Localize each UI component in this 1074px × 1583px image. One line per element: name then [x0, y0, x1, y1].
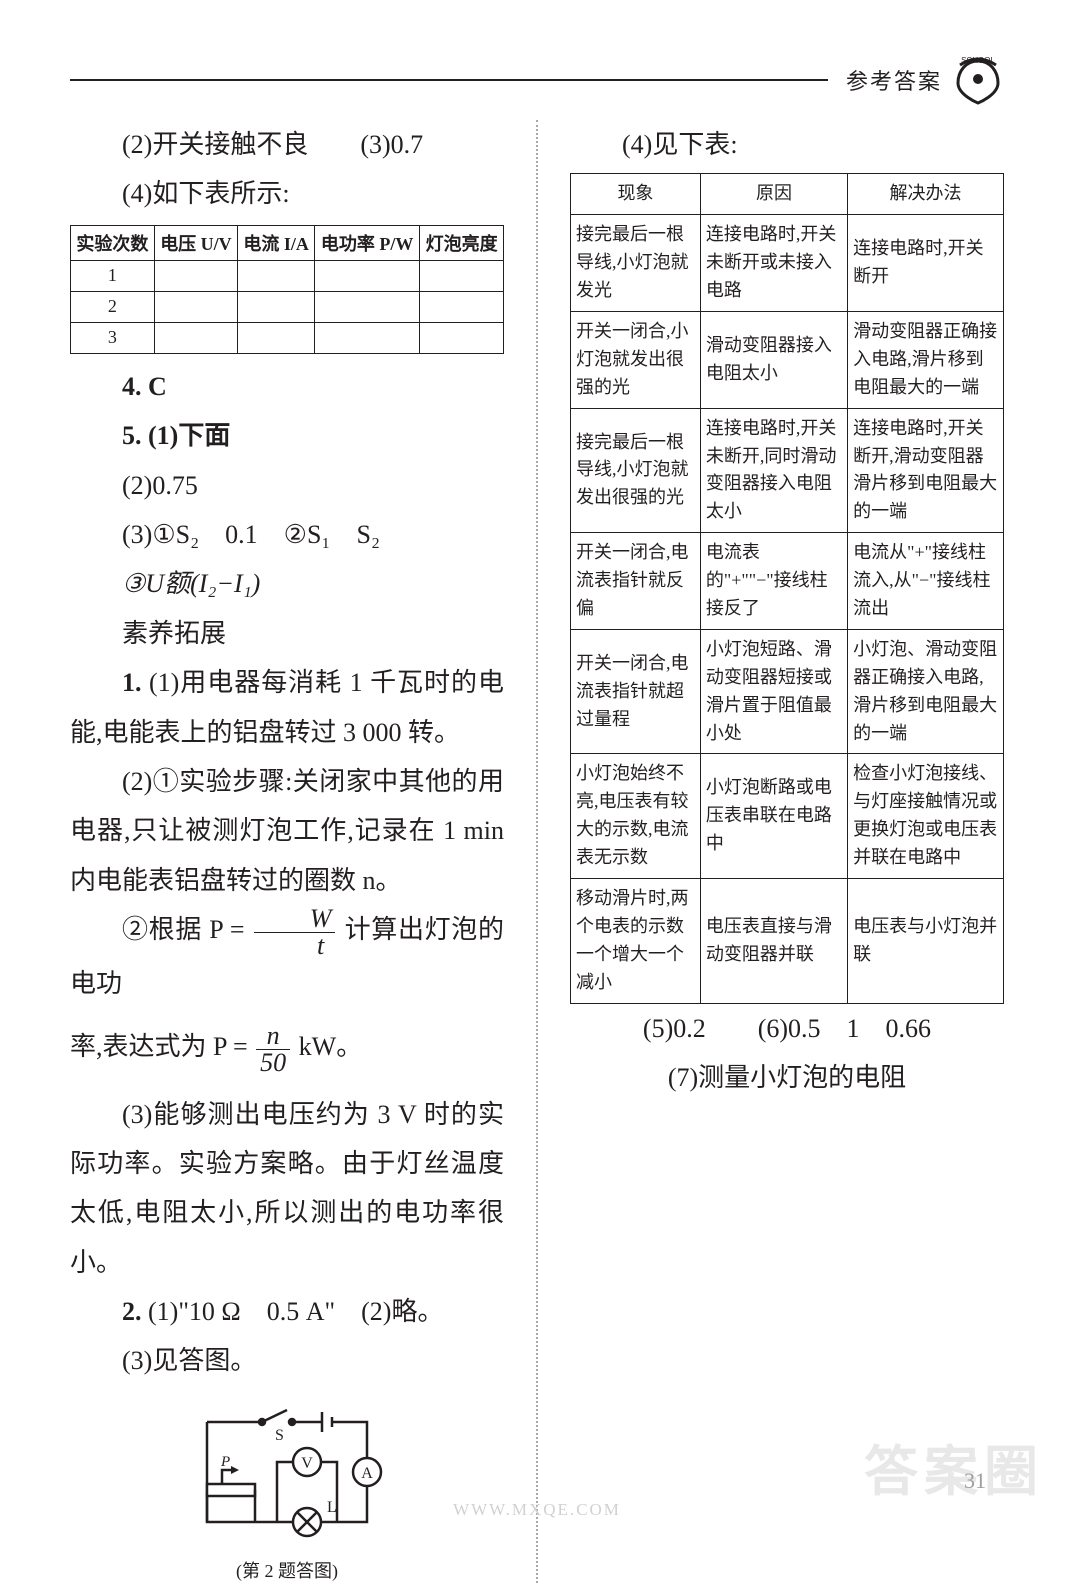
table-row: 接完最后一根导线,小灯泡就发光连接电路时,开关未断开或未接入电路连接电路时,开关…	[571, 215, 1004, 312]
cell: 移动滑片时,两个电表的示数一个增大一个减小	[571, 878, 701, 1003]
fraction-w-t: Wt	[254, 906, 336, 959]
page-number: 31	[964, 1468, 986, 1494]
page-header: 参考答案 SCHOOL	[70, 60, 1004, 100]
school-icon: SCHOOL	[952, 55, 1004, 105]
answer-5-3: (3)①S₂ 0.1 ②S₁ S₂	[70, 510, 504, 559]
svg-text:A: A	[361, 1465, 373, 1482]
cell: 开关一闭合,电流表指针就超过量程	[571, 629, 701, 754]
table-row: 3	[71, 322, 504, 353]
page: 参考答案 SCHOOL (2)开关接触不良 (3)0.7 (4)如下表所示: 实…	[0, 0, 1074, 1536]
right-line-5-6: (5)0.2 (6)0.5 1 0.66	[570, 1004, 1004, 1053]
th-brightness: 灯泡亮度	[420, 225, 504, 260]
cell: 连接电路时,开关断开	[848, 215, 1004, 312]
frac-top: W	[254, 906, 336, 933]
fraction-n-50: n50	[256, 1023, 290, 1076]
frac-bot: t	[254, 933, 336, 959]
svg-text:L: L	[327, 1499, 337, 1516]
cell: 开关一闭合,电流表指针就反偏	[571, 533, 701, 630]
answer-5-2: (2)0.75	[70, 461, 504, 510]
table-row: 开关一闭合,电流表指针就反偏电流表的"+""−"接线柱接反了电流从"+"接线柱流…	[571, 533, 1004, 630]
circuit-caption: (第 2 题答图)	[70, 1557, 504, 1583]
cell: 接完最后一根导线,小灯泡就发光	[571, 215, 701, 312]
th-reason: 原因	[700, 174, 847, 215]
sy-1-1: 1. (1)用电器每消耗 1 千瓦时的电能,电能表上的铝盘转过 3 000 转。	[70, 658, 504, 757]
header-label: 参考答案	[846, 64, 942, 96]
cell: 连接电路时,开关未断开或未接入电路	[700, 215, 847, 312]
table-row: 小灯泡始终不亮,电压表有较大的示数,电流表无示数小灯泡断路或电压表串联在电路中检…	[571, 754, 1004, 879]
cell: 电压表直接与滑动变阻器并联	[700, 878, 847, 1003]
sy-1-2: (2)①实验步骤:关闭家中其他的用电器,只让被测灯泡工作,记录在 1 min 内…	[70, 757, 504, 905]
frac-bot: 50	[256, 1050, 290, 1076]
th-power: 电功率 P/W	[315, 225, 420, 260]
cell: 电流从"+"接线柱流入,从"−"接线柱流出	[848, 533, 1004, 630]
cell: 检查小灯泡接线、与灯座接触情况或更换灯泡或电压表并联在电路中	[848, 754, 1004, 879]
th-voltage: 电压 U/V	[154, 225, 237, 260]
cell: 电流表的"+""−"接线柱接反了	[700, 533, 847, 630]
sy-1-3: (3)能够测出电压约为 3 V 时的实际功率。实验方案略。由于灯丝温度太低,电阻…	[70, 1090, 504, 1288]
table-row: 移动滑片时,两个电表的示数一个增大一个减小电压表直接与滑动变阻器并联电压表与小灯…	[571, 878, 1004, 1003]
cell: 滑动变阻器接入电阻太小	[700, 311, 847, 408]
cell: 小灯泡短路、滑动变阻器短接或滑片置于阻值最小处	[700, 629, 847, 754]
sy-1-2c: 率,表达式为 P = n50 kW。	[70, 1022, 504, 1076]
svg-text:V: V	[301, 1455, 313, 1472]
answer-5-3b: ③U额(I₂−I₁)	[70, 559, 504, 608]
cell: 2	[71, 291, 155, 322]
frac-top: n	[256, 1023, 290, 1050]
th-trial: 实验次数	[71, 225, 155, 260]
column-separator	[536, 120, 538, 1583]
text-pre: 率,表达式为 P =	[70, 1032, 254, 1061]
text-pre: ②根据 P =	[122, 915, 252, 944]
columns-container: (2)开关接触不良 (3)0.7 (4)如下表所示: 实验次数 电压 U/V 电…	[70, 120, 1004, 1583]
right-column: (4)见下表: 现象 原因 解决办法 接完最后一根导线,小灯泡就发光连接电路时,…	[570, 120, 1004, 1583]
sy-1-2b: ②根据 P = Wt 计算出灯泡的电功	[70, 905, 504, 1008]
formula-5-3b: ③U额(I₂−I₁)	[122, 569, 260, 598]
cell: 连接电路时,开关未断开,同时滑动变阻器接入电阻太小	[700, 408, 847, 533]
header-rule	[70, 79, 828, 81]
cell: 开关一闭合,小灯泡就发出很强的光	[571, 311, 701, 408]
answer-5-1: 5. (1)下面	[70, 411, 504, 460]
sy-2-b: (3)见答图。	[70, 1336, 504, 1385]
right-line-7: (7)测量小灯泡的电阻	[570, 1053, 1004, 1102]
svg-text:SCHOOL: SCHOOL	[961, 56, 995, 65]
cell: 连接电路时,开关断开,滑动变阻器滑片移到电阻最大的一端	[848, 408, 1004, 533]
cell: 1	[71, 260, 155, 291]
svg-text:P: P	[220, 1454, 230, 1470]
th-current: 电流 I/A	[238, 225, 315, 260]
th-solution: 解决办法	[848, 174, 1004, 215]
table-row: 接完最后一根导线,小灯泡就发出很强的光连接电路时,开关未断开,同时滑动变阻器接入…	[571, 408, 1004, 533]
table-row: 2	[71, 291, 504, 322]
table-row: 开关一闭合,电流表指针就超过量程小灯泡短路、滑动变阻器短接或滑片置于阻值最小处小…	[571, 629, 1004, 754]
label-5-1: 5. (1)下面	[122, 421, 230, 450]
circuit-diagram: S A P	[70, 1392, 504, 1547]
cell: 电压表与小灯泡并联	[848, 878, 1004, 1003]
cell: 滑动变阻器正确接入电路,滑片移到电阻最大的一端	[848, 311, 1004, 408]
cell: 3	[71, 322, 155, 353]
line-4: (4)如下表所示:	[70, 169, 504, 218]
label-4: 4. C	[122, 372, 167, 401]
cell: 小灯泡断路或电压表串联在电路中	[700, 754, 847, 879]
suyang-heading: 素养拓展	[70, 609, 504, 658]
sy-2-a: 2. (1)"10 Ω 0.5 A" (2)略。	[70, 1287, 504, 1336]
phenomenon-table: 现象 原因 解决办法 接完最后一根导线,小灯泡就发光连接电路时,开关未断开或未接…	[570, 173, 1004, 1003]
table-row: 1	[71, 260, 504, 291]
left-column: (2)开关接触不良 (3)0.7 (4)如下表所示: 实验次数 电压 U/V 电…	[70, 120, 504, 1583]
table-row: 开关一闭合,小灯泡就发出很强的光滑动变阻器接入电阻太小滑动变阻器正确接入电路,滑…	[571, 311, 1004, 408]
line-2-3: (2)开关接触不良 (3)0.7	[70, 120, 504, 169]
svg-text:S: S	[275, 1427, 284, 1444]
footer-url: WWW.MXQE.COM	[453, 1500, 621, 1520]
cell: 小灯泡始终不亮,电压表有较大的示数,电流表无示数	[571, 754, 701, 879]
right-line-4: (4)见下表:	[570, 120, 1004, 169]
th-phenomenon: 现象	[571, 174, 701, 215]
experiment-table: 实验次数 电压 U/V 电流 I/A 电功率 P/W 灯泡亮度 1 2	[70, 225, 504, 354]
answer-4: 4. C	[70, 362, 504, 411]
text-post: kW。	[292, 1032, 362, 1061]
cell: 接完最后一根导线,小灯泡就发出很强的光	[571, 408, 701, 533]
cell: 小灯泡、滑动变阻器正确接入电路,滑片移到电阻最大的一端	[848, 629, 1004, 754]
